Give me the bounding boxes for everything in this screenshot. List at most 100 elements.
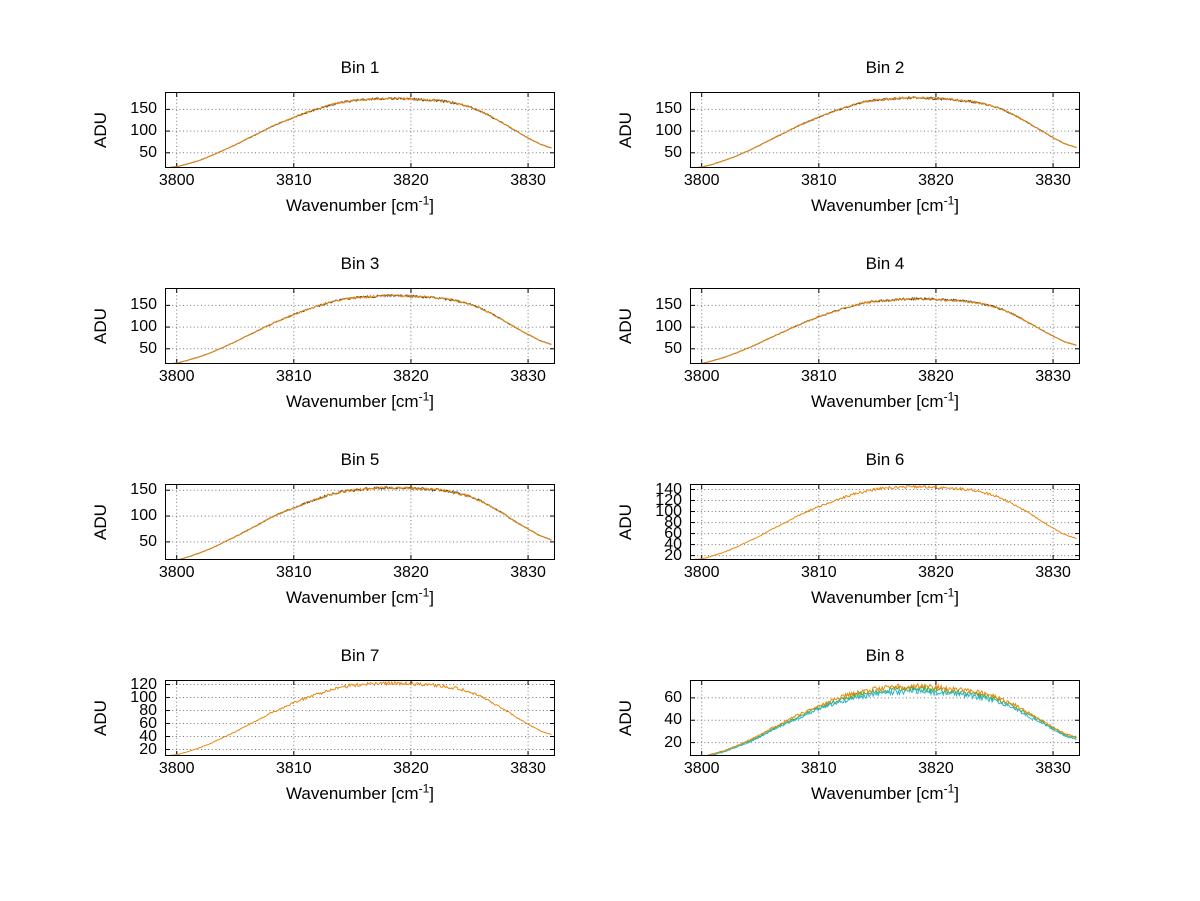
figure: Bin 1 ADU Wavenumber [cm-1] 3800 3810 3820… xyxy=(75,50,1115,834)
x-axis-label-superscript: -1 xyxy=(943,193,955,208)
x-tick-label: 3810 xyxy=(276,564,312,581)
x-tick-label: 3830 xyxy=(1035,172,1071,189)
y-axis-label-text: ADU xyxy=(616,112,635,148)
x-tick-label: 3830 xyxy=(1035,564,1071,581)
chart-title: Bin 8 xyxy=(865,646,905,665)
y-tick-label: 50 xyxy=(139,532,157,550)
plot-area xyxy=(165,288,555,364)
plot-area xyxy=(690,484,1080,560)
y-tick-label: 150 xyxy=(655,100,682,118)
plot-area xyxy=(690,92,1080,168)
y-tick-label: 100 xyxy=(130,122,157,140)
spectrum-line xyxy=(171,485,552,560)
x-tick-label: 3820 xyxy=(393,564,429,581)
spectrum-line xyxy=(165,680,552,756)
y-tick-label: 60 xyxy=(664,524,682,542)
y-tick-label: 40 xyxy=(664,535,682,553)
x-axis-label-superscript: -1 xyxy=(418,193,430,208)
y-tick-label: 20 xyxy=(139,740,157,758)
y-tick-label: 60 xyxy=(139,714,157,732)
y-axis-label-text: ADU xyxy=(91,112,110,148)
axis-box xyxy=(165,92,555,168)
axis-box xyxy=(165,484,555,560)
x-tick-label: 3800 xyxy=(683,760,720,777)
x-axis-label-text: Wavenumber [cm xyxy=(286,196,419,215)
x-axis-label: Wavenumber [cm-1] xyxy=(690,389,1080,412)
x-axis-label-superscript: -1 xyxy=(943,389,955,404)
x-axis-label-close: ] xyxy=(954,784,959,803)
y-tick-label: 150 xyxy=(130,100,157,118)
x-tick-label: 3800 xyxy=(158,368,195,385)
spectrum-line xyxy=(170,485,552,560)
x-tick-label: 3800 xyxy=(683,564,720,581)
x-axis-label-close: ] xyxy=(429,392,434,411)
spectrum-line xyxy=(690,484,1077,560)
subplot-bin-3: Bin 3 ADU Wavenumber [cm-1] 3800 3810 3820… xyxy=(75,246,590,442)
y-axis-label: ADU xyxy=(89,288,113,364)
y-tick-label: 100 xyxy=(130,318,157,336)
x-tick-label: 3830 xyxy=(1035,368,1071,385)
x-tick-label: 3820 xyxy=(393,368,429,385)
y-axis-label: ADU xyxy=(89,680,113,756)
chart-title: Bin 3 xyxy=(340,254,380,273)
chart-title: Bin 7 xyxy=(340,646,380,665)
x-axis-label-text: Wavenumber [cm xyxy=(286,784,419,803)
x-axis-label-close: ] xyxy=(954,196,959,215)
y-tick-label: 100 xyxy=(130,507,157,525)
x-axis-label: Wavenumber [cm-1] xyxy=(690,782,1080,804)
y-tick-label: 40 xyxy=(139,727,157,745)
plot-area xyxy=(165,484,555,560)
x-axis-label-superscript: -1 xyxy=(418,389,430,404)
chart-title: Bin 6 xyxy=(865,450,905,469)
y-tick-label: 150 xyxy=(130,296,157,314)
x-tick-label: 3800 xyxy=(158,564,195,581)
x-tick-label: 3800 xyxy=(683,368,720,385)
y-tick-label: 150 xyxy=(130,481,157,499)
y-tick-label: 150 xyxy=(655,296,682,314)
y-tick-label: 80 xyxy=(664,513,682,531)
axis-box xyxy=(165,288,555,364)
y-tick-label: 120 xyxy=(655,491,682,509)
y-axis-label-text: ADU xyxy=(616,700,635,736)
x-tick-label: 3830 xyxy=(510,368,546,385)
subplot-bin-7: Bin 7 ADU Wavenumber [cm-1] 3800 3810 3820… xyxy=(75,638,590,834)
subplot-bin-2: Bin 2 ADU Wavenumber [cm-1] 3800 3810 3820… xyxy=(600,50,1115,246)
x-tick-label: 3820 xyxy=(393,172,429,189)
x-axis-label: Wavenumber [cm-1] xyxy=(165,781,555,804)
x-tick-label: 3830 xyxy=(1035,760,1071,777)
y-tick-label: 50 xyxy=(139,143,157,161)
y-tick-label: 100 xyxy=(655,122,682,140)
subplot-bin-6: Bin 6 ADU Wavenumber [cm-1] 3800 3810 3820… xyxy=(600,442,1115,638)
y-axis-label-text: ADU xyxy=(616,308,635,344)
spectrum-line xyxy=(165,96,552,168)
x-tick-label: 3800 xyxy=(158,760,195,777)
x-tick-label: 3820 xyxy=(393,760,429,777)
x-tick-label: 3810 xyxy=(801,172,837,189)
x-axis-label: Wavenumber [cm-1] xyxy=(165,586,555,608)
x-axis-label-close: ] xyxy=(429,784,434,803)
spectrum-line xyxy=(703,682,1077,756)
x-tick-label: 3810 xyxy=(276,368,312,385)
spectrum-line xyxy=(165,96,552,168)
spectrum-line xyxy=(165,294,552,364)
x-axis-label-superscript: -1 xyxy=(943,585,955,600)
x-axis-label-close: ] xyxy=(954,392,959,411)
spectrum-line xyxy=(703,684,1077,756)
x-tick-label: 3820 xyxy=(918,172,954,189)
y-axis-label: ADU xyxy=(614,484,638,560)
y-tick-label: 60 xyxy=(664,688,682,706)
chart-title: Bin 5 xyxy=(340,450,380,469)
subplot-bin-4: Bin 4 ADU Wavenumber [cm-1] 3800 3810 3820… xyxy=(600,246,1115,442)
x-axis-label-text: Wavenumber [cm xyxy=(811,784,944,803)
x-axis-label-text: Wavenumber [cm xyxy=(811,196,944,215)
chart-title: Bin 1 xyxy=(340,58,380,77)
x-axis-label-text: Wavenumber [cm xyxy=(286,588,419,607)
x-tick-label: 3830 xyxy=(510,760,546,777)
plot-area xyxy=(165,680,555,756)
y-tick-label: 40 xyxy=(664,711,682,729)
x-axis-label-superscript: -1 xyxy=(418,781,430,796)
y-tick-label: 100 xyxy=(655,318,682,336)
plot-area xyxy=(690,288,1080,364)
spectrum-line xyxy=(690,297,1077,364)
x-tick-label: 3810 xyxy=(276,172,312,189)
